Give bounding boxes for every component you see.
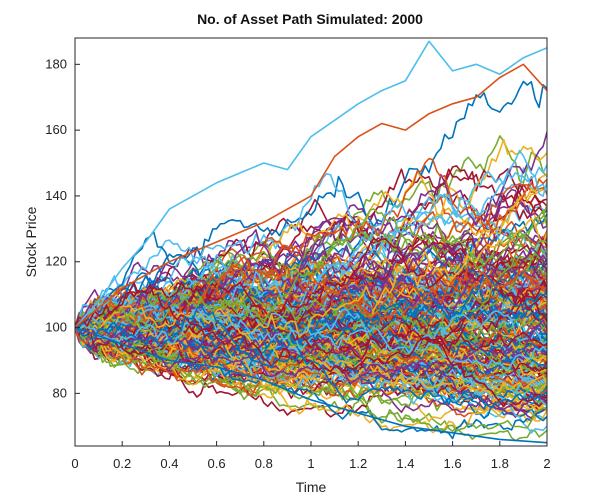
x-tick-label: 2 (543, 456, 550, 471)
y-tick-label: 120 (45, 254, 67, 269)
asset-path-line (75, 242, 547, 334)
asset-path-line (75, 316, 547, 360)
asset-path-line (75, 301, 547, 392)
y-tick-label: 140 (45, 188, 67, 203)
y-tick-label: 80 (53, 385, 67, 400)
x-tick-label: 0.4 (160, 456, 178, 471)
asset-path-line (75, 217, 547, 338)
x-tick-label: 0.6 (208, 456, 226, 471)
x-tick-label: 1.2 (349, 456, 367, 471)
asset-path-line (75, 304, 547, 409)
asset-path-line (75, 319, 547, 373)
x-tick-label: 0.2 (113, 456, 131, 471)
x-tick-label: 1.4 (396, 456, 414, 471)
y-tick-label: 100 (45, 320, 67, 335)
highlighted-asset-path-line (75, 326, 547, 444)
x-tick-label: 1 (307, 456, 314, 471)
x-axis-label: Time (296, 479, 327, 495)
asset-path-line (75, 326, 547, 396)
y-tick-label: 160 (45, 122, 67, 137)
asset-path-line (75, 309, 547, 371)
asset-path-line (75, 313, 547, 394)
asset-path-line (75, 230, 547, 335)
x-tick-label: 0.8 (255, 456, 273, 471)
asset-path-line (75, 208, 547, 333)
asset-path-line (75, 326, 547, 412)
highlighted-asset-path-line (75, 40, 547, 329)
x-tick-label: 1.6 (444, 456, 462, 471)
x-tick-label: 1.8 (491, 456, 509, 471)
asset-path-line (75, 326, 547, 386)
highlighted-asset-path-line (75, 63, 547, 329)
asset-path-line (75, 295, 547, 334)
x-axis-ticks: 0 0.2 0.4 0.6 0.8 1 1.2 1.4 1.6 1.8 2 (71, 441, 551, 471)
y-axis-label: Stock Price (23, 206, 39, 277)
y-axis-ticks: 80 100 120 140 160 180 (45, 56, 80, 400)
asset-path-line (75, 273, 547, 349)
highlighted-asset-paths (75, 40, 547, 444)
x-tick-label: 0 (71, 456, 78, 471)
chart-title: No. of Asset Path Simulated: 2000 (197, 11, 423, 27)
asset-path-line (75, 263, 547, 345)
y-tick-label: 180 (45, 56, 67, 71)
asset-path-line (75, 324, 547, 432)
